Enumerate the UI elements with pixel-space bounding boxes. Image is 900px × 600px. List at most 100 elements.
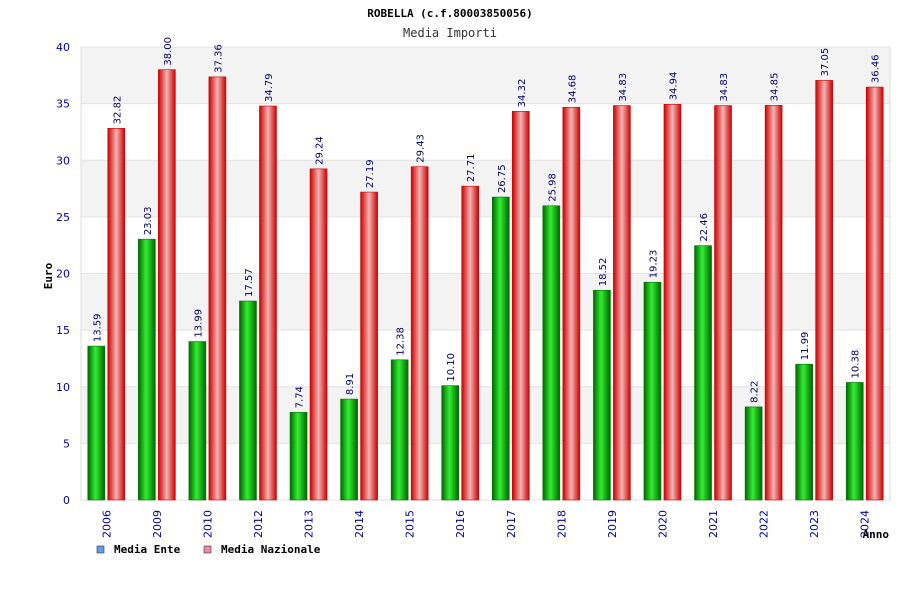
bar-label-media-nazionale: 29.24 <box>315 136 326 165</box>
x-axis-ticks: 2006 2009 2010 2012 2013 2014 2015 2016 2017 2018… <box>100 510 871 538</box>
chart-subtitle: Media Importi <box>403 26 497 40</box>
bar-media-nazionale <box>714 105 732 501</box>
y-tick-label: 35 <box>56 98 70 111</box>
y-tick-label: 20 <box>56 268 70 281</box>
y-axis-ticks: 0 5 10 15 20 25 30 35 40 <box>56 41 70 507</box>
x-tick-label: 2017 <box>505 510 518 538</box>
bar-media-ente <box>744 406 763 501</box>
x-tick-label: 2018 <box>555 510 568 538</box>
legend-swatch-media-ente <box>96 545 105 554</box>
bar-media-nazionale <box>865 86 884 501</box>
bar-label-media-nazionale: 27.19 <box>365 159 376 188</box>
bar-media-ente <box>643 281 662 501</box>
x-tick-label: 2006 <box>100 510 113 538</box>
bar-media-ente <box>441 385 460 501</box>
bar-media-nazionale <box>360 191 378 501</box>
legend: Media Ente Media Nazionale <box>96 543 321 556</box>
chart-title: ROBELLA (c.f.80003850056) <box>367 7 533 20</box>
x-tick-label: 2021 <box>707 510 720 538</box>
bar-label-media-ente: 19.23 <box>648 250 659 279</box>
bar-label-media-nazionale: 34.83 <box>618 73 629 102</box>
x-tick-label: 2013 <box>303 510 316 538</box>
bar-label-media-ente: 10.38 <box>851 350 862 379</box>
y-tick-label: 5 <box>63 437 70 450</box>
bar-media-ente <box>390 359 409 501</box>
bar-media-ente <box>87 345 106 501</box>
bar-value-labels: 13.59 32.82 23.03 38.00 13.99 37.36 17.57 34.79… <box>92 37 881 408</box>
bar-label-media-nazionale: 29.43 <box>416 134 427 163</box>
bar-label-media-nazionale: 34.68 <box>567 75 578 104</box>
x-tick-label: 2015 <box>404 510 417 538</box>
bar-label-media-ente: 13.59 <box>92 313 103 342</box>
bar-label-media-ente: 8.22 <box>750 381 761 403</box>
bar-label-media-ente: 23.03 <box>143 207 154 236</box>
y-tick-label: 30 <box>56 154 70 167</box>
bar-media-ente <box>694 245 712 501</box>
bar-label-media-nazionale: 37.05 <box>820 48 831 77</box>
bar-media-ente <box>795 363 813 501</box>
bar-label-media-nazionale: 27.71 <box>466 154 477 183</box>
bar-media-nazionale <box>410 166 429 501</box>
legend-swatch-media-nazionale <box>203 545 212 554</box>
bar-media-nazionale <box>815 80 833 501</box>
legend-label-media-nazionale: Media Nazionale <box>221 543 321 556</box>
y-tick-label: 10 <box>56 381 70 394</box>
x-tick-label: 2023 <box>808 510 821 538</box>
bar-media-nazionale <box>461 185 480 501</box>
bar-label-media-ente: 26.75 <box>497 164 508 193</box>
bar-label-media-nazionale: 38.00 <box>163 37 174 66</box>
bar-label-media-nazionale: 34.94 <box>668 72 679 101</box>
bar-label-media-ente: 12.38 <box>396 327 407 356</box>
bar-media-ente <box>239 300 257 501</box>
bar-media-ente <box>138 238 156 501</box>
y-tick-label: 15 <box>56 324 70 337</box>
x-tick-label: 2010 <box>201 510 214 538</box>
y-tick-label: 40 <box>56 41 70 54</box>
bar-media-nazionale <box>309 168 328 501</box>
y-tick-label: 0 <box>63 494 70 507</box>
bar-label-media-nazionale: 34.85 <box>770 73 781 102</box>
bar-media-nazionale <box>764 105 783 501</box>
bar-media-nazionale <box>107 128 126 501</box>
bar-media-nazionale <box>562 106 581 501</box>
x-tick-label: 2020 <box>656 510 669 538</box>
bar-media-ente <box>542 205 561 501</box>
bar-media-nazionale <box>511 111 530 501</box>
bar-label-media-ente: 17.57 <box>244 268 255 297</box>
x-tick-label: 2022 <box>758 510 771 538</box>
bar-media-nazionale <box>663 104 682 501</box>
x-axis-label: Anno <box>863 528 890 541</box>
bar-label-media-nazionale: 32.82 <box>112 96 123 125</box>
bar-media-nazionale <box>259 105 277 501</box>
bar-label-media-ente: 18.52 <box>598 258 609 287</box>
y-axis-label: Euro <box>42 262 55 289</box>
bar-label-media-nazionale: 37.36 <box>213 44 224 73</box>
x-tick-label: 2019 <box>606 510 619 538</box>
bar-media-ente <box>491 196 510 501</box>
bar-label-media-ente: 7.74 <box>295 386 306 408</box>
x-tick-label: 2014 <box>353 510 366 538</box>
bar-label-media-ente: 22.46 <box>699 213 710 242</box>
bars <box>87 69 884 501</box>
bar-label-media-nazionale: 34.32 <box>517 79 528 108</box>
bar-label-media-ente: 25.98 <box>547 173 558 202</box>
x-tick-label: 2009 <box>151 510 164 538</box>
bar-label-media-ente: 10.10 <box>446 353 457 382</box>
bar-media-ente <box>845 382 864 501</box>
bar-media-nazionale <box>208 76 227 501</box>
y-tick-label: 25 <box>56 211 70 224</box>
bar-label-media-ente: 8.91 <box>345 373 356 395</box>
bar-label-media-ente: 13.99 <box>193 309 204 338</box>
bar-media-nazionale <box>158 69 176 501</box>
bar-label-media-ente: 11.99 <box>800 332 811 361</box>
x-tick-label: 2016 <box>454 510 467 538</box>
x-tick-label: 2024 <box>859 510 872 538</box>
bar-label-media-nazionale: 34.79 <box>264 73 275 102</box>
bar-media-ente <box>340 398 358 501</box>
bar-label-media-nazionale: 34.83 <box>719 73 730 102</box>
bar-media-ente <box>593 289 611 501</box>
bar-media-ente <box>188 341 207 501</box>
bar-label-media-nazionale: 36.46 <box>871 54 882 83</box>
bar-media-ente <box>289 412 308 501</box>
